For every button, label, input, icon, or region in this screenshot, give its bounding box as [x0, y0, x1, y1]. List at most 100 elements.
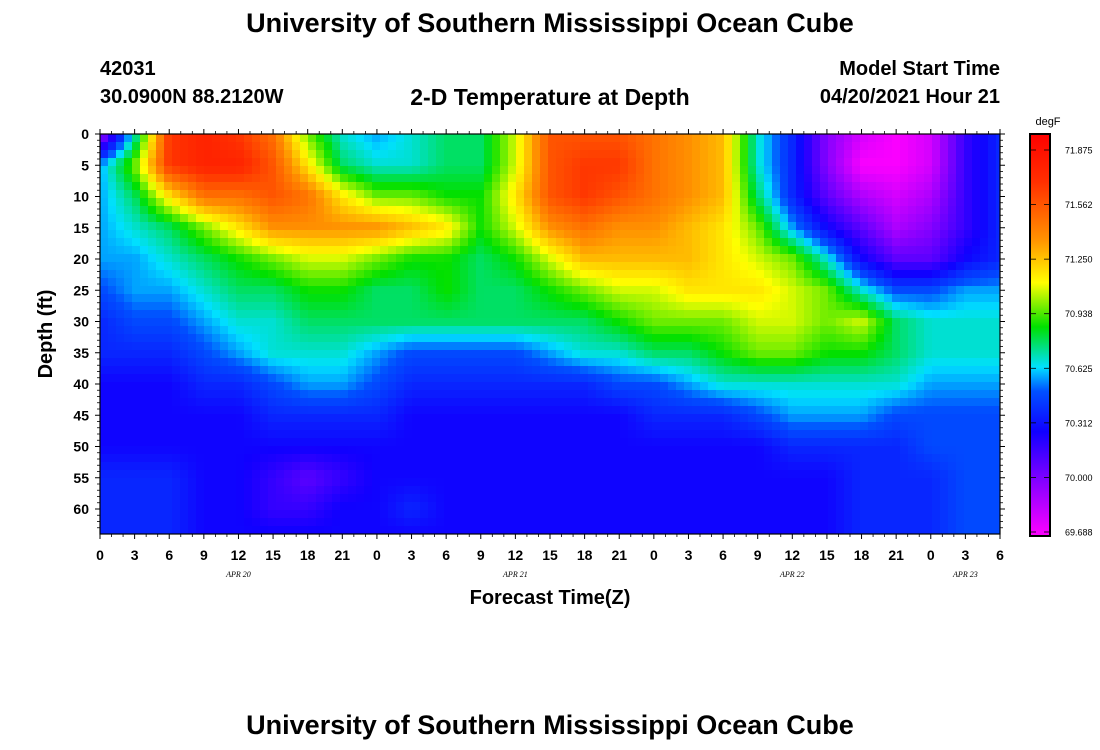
heatmap-cell [828, 134, 837, 143]
heatmap-cell [636, 438, 645, 447]
heatmap-cell [252, 230, 261, 239]
heatmap-cell [404, 478, 413, 487]
heatmap-cell [148, 222, 157, 231]
heatmap-cell [668, 198, 677, 207]
heatmap-cell [276, 158, 285, 167]
heatmap-cell [156, 406, 165, 415]
heatmap-cell [724, 206, 733, 215]
heatmap-cell [660, 214, 669, 223]
heatmap-cell [292, 166, 301, 175]
heatmap-cell [340, 302, 349, 311]
heatmap-cell [644, 302, 653, 311]
heatmap-cell [388, 286, 397, 295]
heatmap-cell [348, 198, 357, 207]
heatmap-cell [180, 150, 189, 159]
heatmap-cell [804, 390, 813, 399]
heatmap-cell [372, 350, 381, 359]
heatmap-cell [236, 158, 245, 167]
heatmap-cell [452, 158, 461, 167]
heatmap-cell [956, 302, 965, 311]
heatmap-cell [148, 302, 157, 311]
heatmap-cell [476, 398, 485, 407]
heatmap-cell [180, 262, 189, 271]
heatmap-cell [452, 278, 461, 287]
heatmap-cell [924, 294, 933, 303]
heatmap-cell [108, 398, 117, 407]
heatmap-cell [412, 446, 421, 455]
heatmap-cell [460, 382, 469, 391]
heatmap-cell [196, 438, 205, 447]
heatmap-cell [956, 238, 965, 247]
heatmap-cell [740, 350, 749, 359]
heatmap-cell [620, 198, 629, 207]
heatmap-cell [444, 262, 453, 271]
heatmap-cell [340, 422, 349, 431]
heatmap-cell [828, 318, 837, 327]
heatmap-cell [444, 222, 453, 231]
heatmap-cell [364, 158, 373, 167]
heatmap-cell [212, 334, 221, 343]
heatmap-cell [420, 398, 429, 407]
heatmap-cell [756, 454, 765, 463]
heatmap-cell [940, 478, 949, 487]
heatmap-cell [564, 158, 573, 167]
heatmap-cell [588, 310, 597, 319]
heatmap-cell [276, 334, 285, 343]
heatmap-cell [964, 366, 973, 375]
heatmap-cell [372, 334, 381, 343]
heatmap-cell [284, 342, 293, 351]
heatmap-cell [540, 294, 549, 303]
heatmap-cell [284, 358, 293, 367]
heatmap-cell [516, 222, 525, 231]
heatmap-cell [532, 350, 541, 359]
heatmap-cell [788, 254, 797, 263]
heatmap-cell [460, 398, 469, 407]
heatmap-cell [820, 454, 829, 463]
heatmap-cell [700, 278, 709, 287]
heatmap-cell [220, 206, 229, 215]
heatmap-cell [708, 342, 717, 351]
heatmap-cell [268, 278, 277, 287]
heatmap-cell [756, 238, 765, 247]
heatmap-cell [876, 390, 885, 399]
heatmap-cell [924, 302, 933, 311]
heatmap-cell [548, 470, 557, 479]
heatmap-cell [580, 302, 589, 311]
heatmap-cell [300, 142, 309, 151]
heatmap-cell [996, 398, 1001, 407]
heatmap-cell [628, 374, 637, 383]
heatmap-cell [596, 430, 605, 439]
heatmap-cell [140, 158, 149, 167]
heatmap-cell [244, 406, 253, 415]
heatmap-cell [956, 430, 965, 439]
heatmap-cell [372, 302, 381, 311]
heatmap-cell [612, 422, 621, 431]
heatmap-cell [436, 430, 445, 439]
heatmap-cell [316, 254, 325, 263]
heatmap-cell [292, 310, 301, 319]
heatmap-cell [868, 326, 877, 335]
heatmap-cell [220, 398, 229, 407]
heatmap-cell [916, 182, 925, 191]
heatmap-cell [428, 134, 437, 143]
heatmap-cell [948, 390, 957, 399]
heatmap-cell [324, 406, 333, 415]
heatmap-cell [644, 366, 653, 375]
heatmap-cell [324, 342, 333, 351]
heatmap-cell [180, 462, 189, 471]
heatmap-cell [300, 310, 309, 319]
heatmap-cell [380, 222, 389, 231]
heatmap-cell [684, 246, 693, 255]
heatmap-cell [956, 150, 965, 159]
heatmap-cell [892, 478, 901, 487]
heatmap-cell [836, 142, 845, 151]
heatmap-cell [620, 214, 629, 223]
heatmap-cell [924, 390, 933, 399]
heatmap-cell [204, 390, 213, 399]
heatmap-cell [748, 470, 757, 479]
heatmap-cell [844, 422, 853, 431]
heatmap-cell [748, 310, 757, 319]
heatmap-cell [796, 166, 805, 175]
heatmap-cell [132, 342, 141, 351]
